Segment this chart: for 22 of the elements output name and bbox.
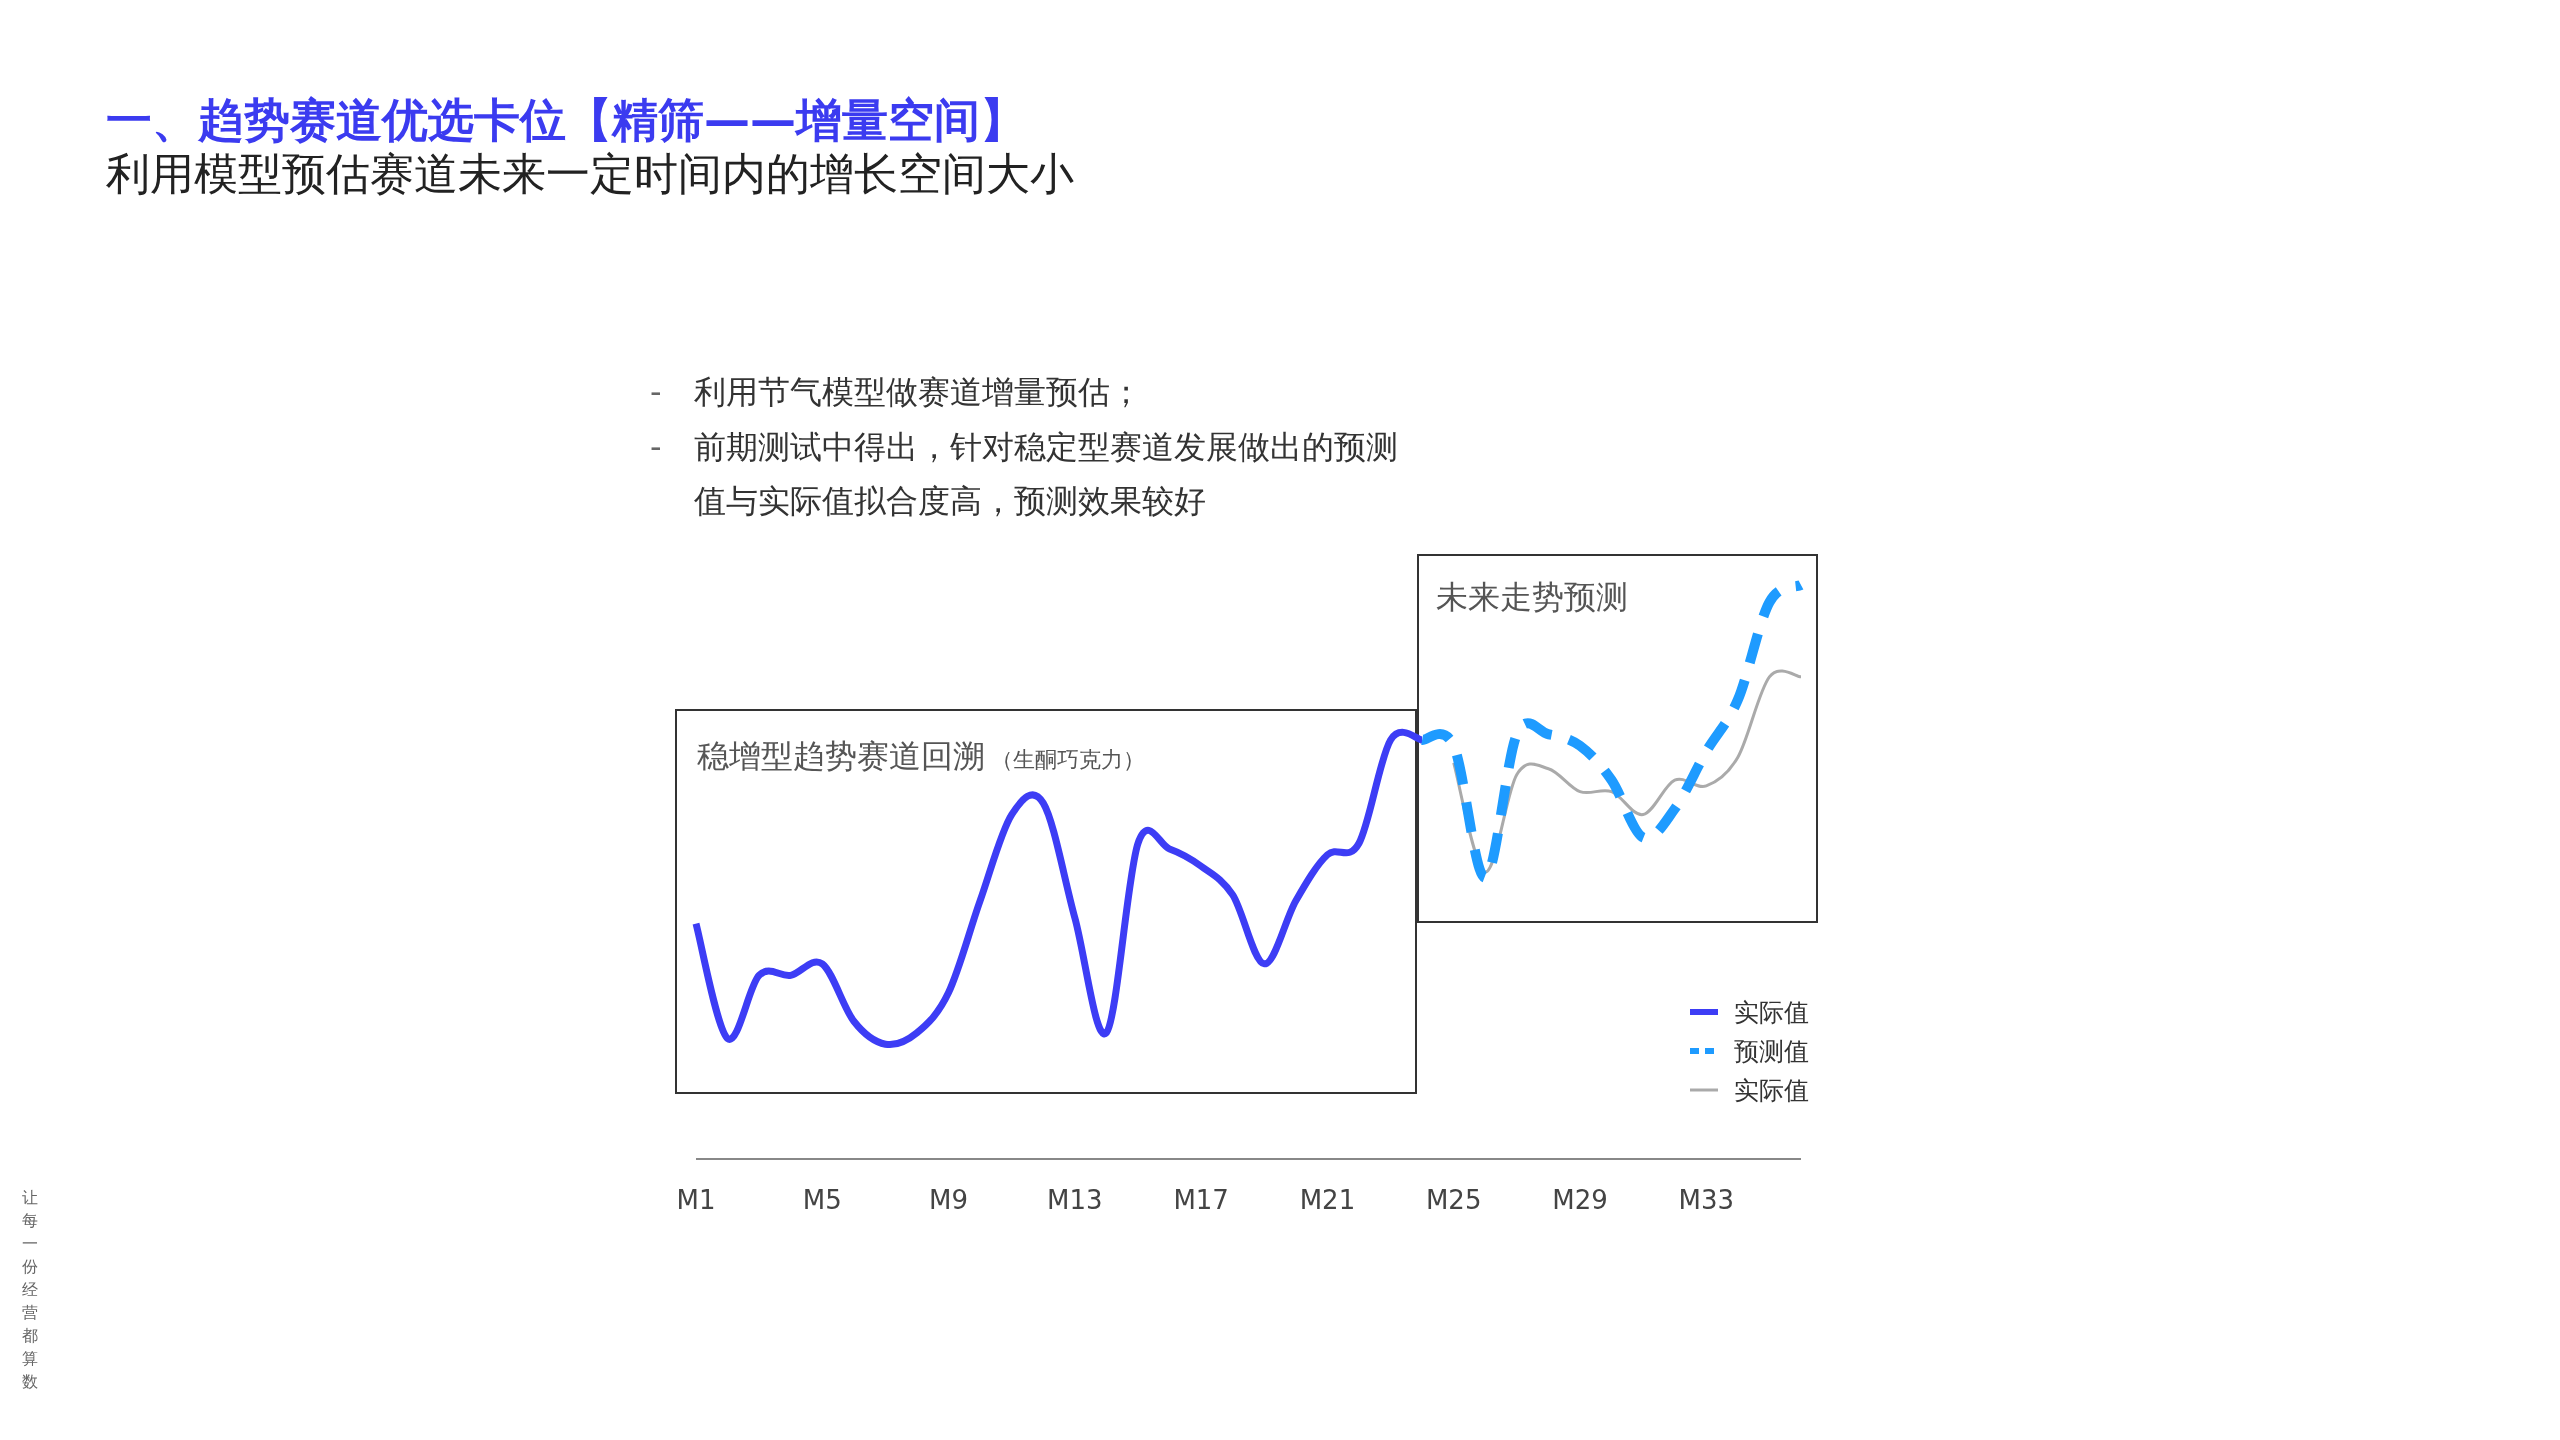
annotation: -: [650, 372, 662, 413]
x-tick-label: M13: [1047, 1185, 1103, 1215]
x-tick-label: M29: [1552, 1185, 1608, 1215]
x-tick-label: M33: [1678, 1185, 1735, 1215]
x-tick-label: M5: [802, 1185, 842, 1215]
legend-label: 预测值: [1734, 1037, 1809, 1066]
x-tick-label: M1: [676, 1185, 716, 1215]
annotation: 稳增型趋势赛道回溯: [697, 737, 985, 775]
x-tick-label: M21: [1299, 1185, 1356, 1215]
title: 一、趋势赛道优选卡位【精筛——增量空间】: [106, 92, 1026, 149]
subtitle: 利用模型预估赛道未来一定时间内的增长空间大小: [106, 147, 1074, 201]
x-tick-label: M25: [1425, 1185, 1482, 1215]
annotation: 前期测试中得出，针对稳定型赛道发展做出的预测值与实际值拟合度高，预测效果较好: [694, 427, 1399, 522]
annotation: 让每一份经营都算数: [22, 1187, 39, 1393]
annotation: 未来走势预测: [1436, 578, 1628, 616]
x-tick-label: M17: [1173, 1185, 1229, 1215]
annotation: -: [650, 427, 662, 468]
x-tick-label: M9: [929, 1185, 969, 1215]
legend-label: 实际值: [1734, 998, 1809, 1027]
annotation: 利用节气模型做赛道增量预估；: [694, 372, 1143, 413]
annotation: （生酮巧克力）: [991, 747, 1145, 772]
legend-label: 实际值: [1734, 1076, 1809, 1105]
